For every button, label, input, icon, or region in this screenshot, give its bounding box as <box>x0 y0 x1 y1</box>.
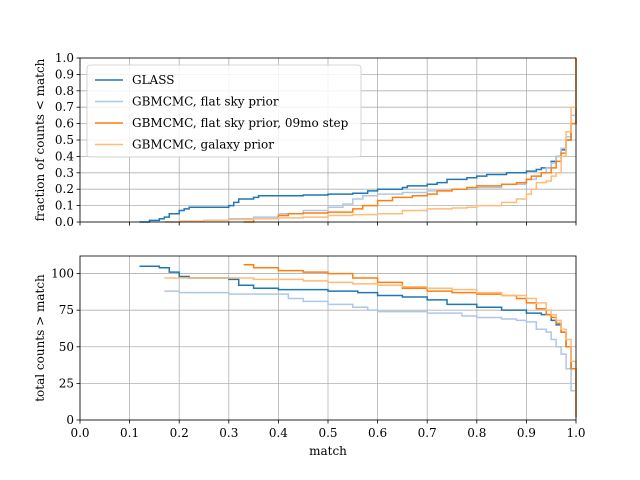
legend-box <box>86 64 362 158</box>
top-series-glass-line <box>139 58 577 223</box>
bottom-y-tick-label: 25 <box>59 376 74 390</box>
bottom-panel-count-plot: 0.0 0.1 0.2 0.3 0.4 0.5 0.6 0.7 0.8 0.9 1.0 0 25 50 75… <box>33 255 586 458</box>
top-y-tick-label: 0.0 <box>55 215 74 229</box>
bottom-series-gbmcmc-flat-sky-prior-line <box>164 290 577 418</box>
bottom-x-tick-label: 1.0 <box>566 426 585 440</box>
bottom-x-tick-label: 0.6 <box>368 426 387 440</box>
bottom-x-tick-label: 0.5 <box>318 426 337 440</box>
top-series-gbmcmc-flat-sky-prior-09mo-step-line <box>243 58 577 223</box>
bottom-series-glass-line <box>139 265 577 418</box>
top-series-gbmcmc-galaxy-prior-line <box>164 58 577 223</box>
bottom-x-tick-label: 0.2 <box>170 426 189 440</box>
bottom-y-tick-label: 50 <box>59 340 74 354</box>
top-y-tick-label: 0.5 <box>55 133 74 147</box>
top-y-tick-label: 0.9 <box>55 67 74 81</box>
top-y-tick-label: 0.4 <box>55 149 74 163</box>
top-y-tick-label: 0.6 <box>55 117 74 131</box>
top-y-tick-label: 0.2 <box>55 182 74 196</box>
bottom-y-tick-label: 0 <box>66 413 74 427</box>
bottom-x-tick-label: 0.3 <box>219 426 238 440</box>
bottom-y-axis-label: total counts > match <box>33 274 47 402</box>
bottom-x-tick-label: 0.4 <box>269 426 288 440</box>
bottom-x-axis-label: match <box>309 444 347 458</box>
legend-label-glass: GLASS <box>132 73 174 87</box>
top-y-tick-label: 0.8 <box>55 84 74 98</box>
bottom-x-tick-label: 0.9 <box>517 426 536 440</box>
legend-label-gbmcmc-flat-sky-prior-09mo-step: GBMCMC, flat sky prior, 09mo step <box>132 116 349 130</box>
top-y-tick-label: 0.7 <box>55 100 74 114</box>
bottom-x-tick-label: 0.7 <box>418 426 437 440</box>
top-y-axis-label: fraction of counts < match <box>33 58 47 221</box>
top-y-tick-label: 0.1 <box>55 199 74 213</box>
bottom-y-tick-label: 100 <box>51 267 74 281</box>
bottom-x-tick-label: 0.1 <box>120 426 139 440</box>
legend-label-gbmcmc-galaxy-prior: GBMCMC, galaxy prior <box>132 138 274 152</box>
bottom-x-tick-label: 0.0 <box>70 426 89 440</box>
top-panel-fraction-plot: 0.0 0.1 0.2 0.3 0.4 0.5 0.6 0.7 0.8 0.9 1.0 fractio… <box>33 51 577 229</box>
bottom-y-tick-label: 75 <box>59 303 74 317</box>
bottom-x-tick-label: 0.8 <box>467 426 486 440</box>
top-y-tick-label: 0.3 <box>55 166 74 180</box>
legend-label-gbmcmc-flat-sky-prior: GBMCMC, flat sky prior <box>132 95 279 109</box>
top-y-tick-label: 1.0 <box>55 51 74 65</box>
bottom-series-gbmcmc-galaxy-prior-line <box>164 277 577 418</box>
